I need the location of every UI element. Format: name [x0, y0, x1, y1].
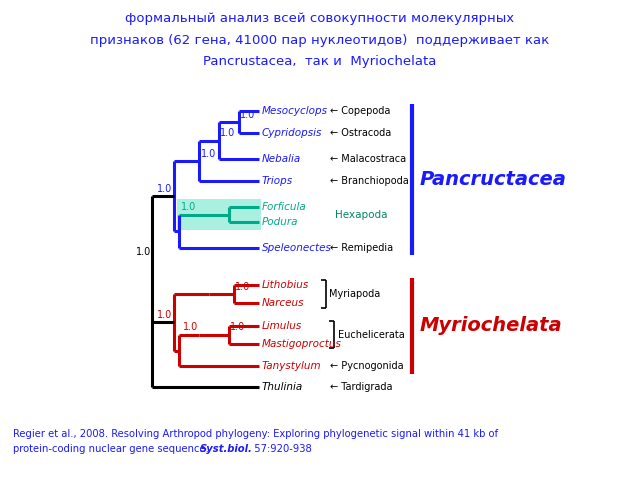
- Text: Myriapoda: Myriapoda: [330, 289, 381, 299]
- Text: ← Pycnogonida: ← Pycnogonida: [330, 361, 404, 371]
- Text: Forficula: Forficula: [262, 202, 307, 212]
- Text: признаков (62 гена, 41000 пар нуклеотидов)  поддерживает как: признаков (62 гена, 41000 пар нуклеотидо…: [90, 34, 550, 47]
- Text: 1.0: 1.0: [157, 311, 172, 321]
- Text: 1.0: 1.0: [230, 322, 246, 332]
- Text: Mastigoproctus: Mastigoproctus: [262, 339, 341, 349]
- Text: ← Branchiopoda: ← Branchiopoda: [330, 177, 409, 186]
- Text: 1.0: 1.0: [157, 184, 172, 194]
- Text: формальный анализ всей совокупности молекулярных: формальный анализ всей совокупности моле…: [125, 12, 515, 25]
- Text: ← Ostracoda: ← Ostracoda: [330, 128, 392, 138]
- Text: 57:920-938: 57:920-938: [248, 444, 312, 454]
- Text: ← Malacostraca: ← Malacostraca: [330, 154, 406, 164]
- Text: Mesocyclops: Mesocyclops: [262, 106, 328, 116]
- Text: ← Remipedia: ← Remipedia: [330, 243, 394, 253]
- Text: Thulinia: Thulinia: [262, 382, 303, 392]
- Text: Lithobius: Lithobius: [262, 280, 308, 290]
- Text: Triops: Triops: [262, 177, 292, 186]
- Text: Podura: Podura: [262, 217, 298, 227]
- Text: 1.0: 1.0: [183, 322, 198, 332]
- Bar: [177, 199, 261, 230]
- Text: Nebalia: Nebalia: [262, 154, 301, 164]
- Text: Cypridopsis: Cypridopsis: [262, 128, 322, 138]
- Text: Pancructacea: Pancructacea: [420, 170, 566, 189]
- Text: 1.0: 1.0: [236, 282, 250, 291]
- Text: ← Tardigrada: ← Tardigrada: [330, 382, 393, 392]
- Text: Syst.biol.: Syst.biol.: [200, 444, 252, 454]
- Text: 1.0: 1.0: [180, 202, 196, 212]
- Text: Tanystylum: Tanystylum: [262, 361, 321, 371]
- Text: Regier et al., 2008. Resolving Arthropod phylogeny: Exploring phylogenetic signa: Regier et al., 2008. Resolving Arthropod…: [13, 429, 498, 439]
- Text: 1.0: 1.0: [220, 128, 236, 138]
- Text: Narceus: Narceus: [262, 299, 304, 308]
- Text: Hexapoda: Hexapoda: [335, 210, 388, 220]
- Text: ← Copepoda: ← Copepoda: [330, 106, 391, 116]
- Text: Myriochelata: Myriochelata: [420, 316, 563, 335]
- Text: Pancrustacea,  так и  Myriochelata: Pancrustacea, так и Myriochelata: [204, 55, 436, 68]
- Text: Limulus: Limulus: [262, 321, 302, 331]
- Text: protein-coding nuclear gene sequence.: protein-coding nuclear gene sequence.: [13, 444, 215, 454]
- Text: 1.0: 1.0: [136, 247, 151, 257]
- Text: 1.0: 1.0: [240, 110, 255, 120]
- Text: Euchelicerata: Euchelicerata: [338, 330, 404, 340]
- Text: Speleonectes: Speleonectes: [262, 243, 332, 253]
- Text: 1.0: 1.0: [200, 148, 216, 158]
